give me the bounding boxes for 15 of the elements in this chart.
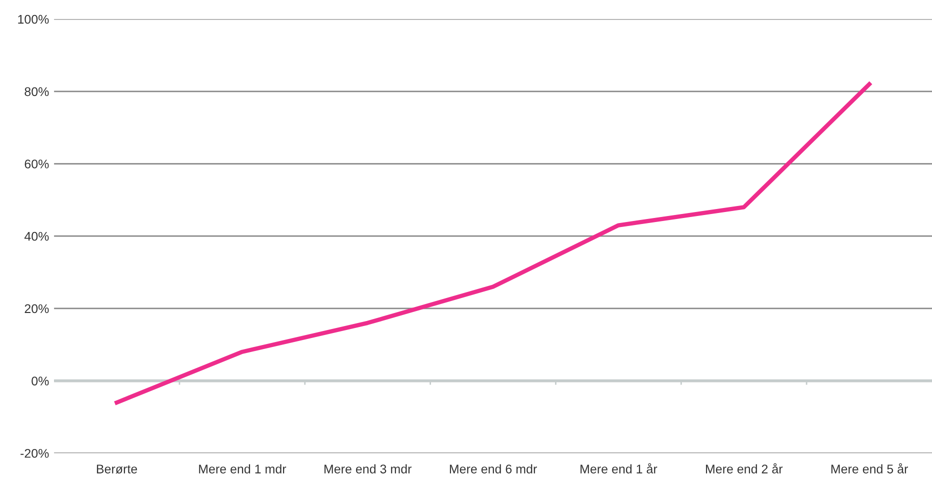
x-tick-label: Berørte xyxy=(96,464,138,474)
y-tick-label: 80% xyxy=(24,87,49,96)
y-tick-label: 60% xyxy=(24,160,49,168)
y-tick-label: 20% xyxy=(24,304,49,314)
y-tick-label: 0% xyxy=(32,376,49,386)
x-tick-label: Mere end 2 år xyxy=(706,463,783,474)
x-tick-label: Mere end 5 år xyxy=(831,463,908,474)
x-tick-label: Mere end 1 år xyxy=(580,463,658,474)
y-tick-label: 40% xyxy=(24,232,49,241)
x-tick-label: Mere end 1 mdr xyxy=(199,464,286,474)
y-tick-label: -20% xyxy=(20,448,49,458)
x-tick-label: Mere end 3 mdr xyxy=(324,464,412,474)
x-tick-label: Mere end 6 mdr xyxy=(450,464,537,474)
line-series xyxy=(114,82,872,405)
y-tick-label: 100% xyxy=(18,14,49,24)
